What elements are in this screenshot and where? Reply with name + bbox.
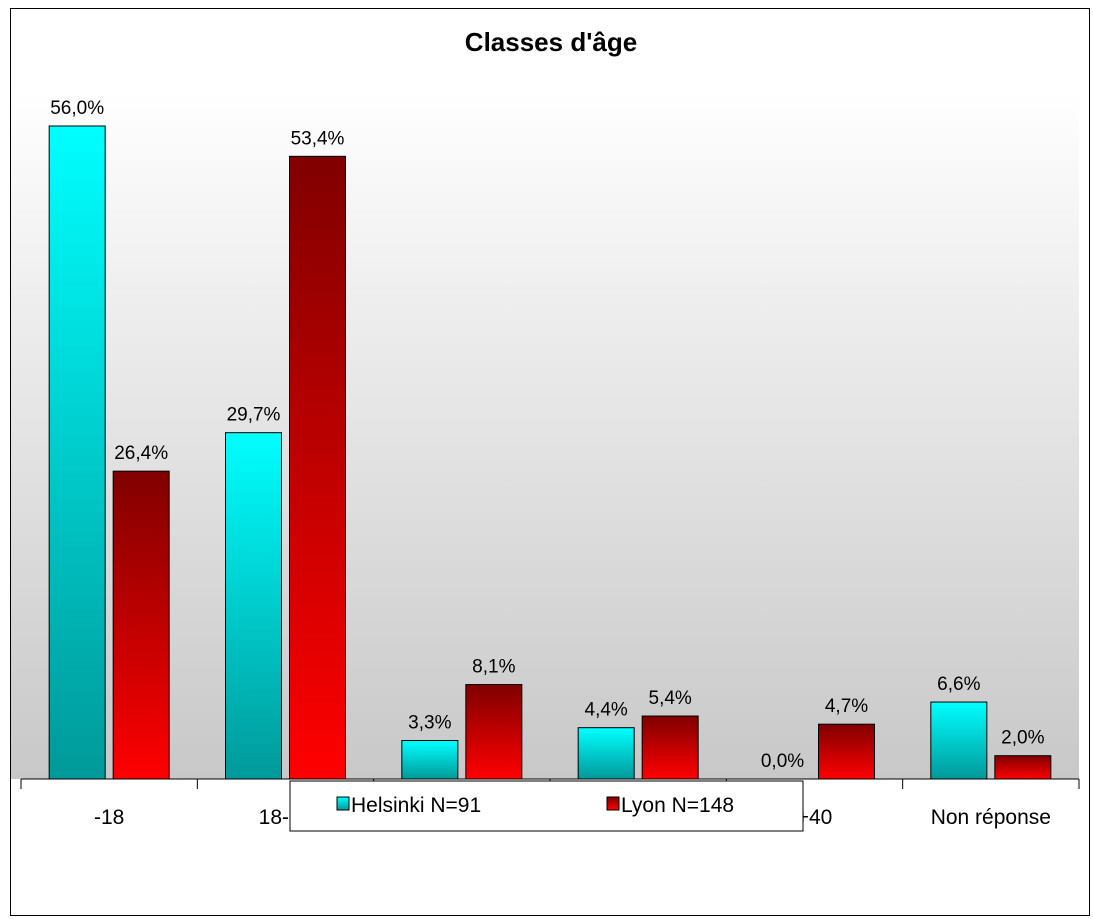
bar-helsinki [577, 727, 635, 780]
data-label: 29,7% [227, 405, 281, 426]
legend-swatch-helsinki [336, 796, 350, 811]
bar-lyon [465, 684, 523, 780]
data-label: 56,0% [50, 98, 104, 119]
chart-title: Classes d'âge [465, 27, 637, 57]
legend-label-helsinki: Helsinki N=91 [351, 794, 481, 817]
data-label: 8,1% [472, 657, 515, 678]
legend: Helsinki N=91 Lyon N=148 [289, 780, 804, 832]
data-label: 2,0% [1001, 728, 1044, 749]
chart-frame: Classes d'âge 56,0% 26,4% 29,7% 53,4% 3,3% 8,… [10, 8, 1090, 916]
bar-lyon [112, 470, 170, 780]
plot-area [11, 89, 1079, 779]
legend-swatch-lyon [606, 796, 620, 811]
bar-helsinki [401, 740, 459, 780]
chart-svg: Classes d'âge 56,0% 26,4% 29,7% 53,4% 3,3% 8,… [11, 27, 1080, 832]
data-labels-group: 56,0% 26,4% 29,7% 53,4% 3,3% 8,1% 4,4% 5,4% 0,0%… [50, 98, 1044, 772]
legend-box [289, 780, 804, 832]
legend-label-lyon: Lyon N=148 [621, 794, 734, 817]
data-label: 0,0% [761, 751, 804, 772]
data-label: 26,4% [114, 443, 168, 464]
data-label: 4,4% [585, 700, 628, 721]
bar-helsinki [930, 701, 988, 780]
category-label: +40 [797, 806, 833, 829]
data-label: 5,4% [649, 688, 692, 709]
bar-lyon [641, 715, 699, 780]
bars-group [48, 125, 1052, 780]
data-label: 4,7% [825, 696, 868, 717]
data-label: 53,4% [291, 128, 345, 149]
bar-helsinki [48, 125, 106, 780]
data-label: 3,3% [408, 713, 451, 734]
data-label: 6,6% [937, 674, 980, 695]
bar-lyon [818, 723, 875, 780]
category-label: Non réponse [931, 806, 1051, 829]
bar-lyon [994, 755, 1052, 780]
category-label: -18 [94, 806, 124, 829]
bar-helsinki [225, 432, 282, 780]
bar-lyon [289, 155, 346, 780]
